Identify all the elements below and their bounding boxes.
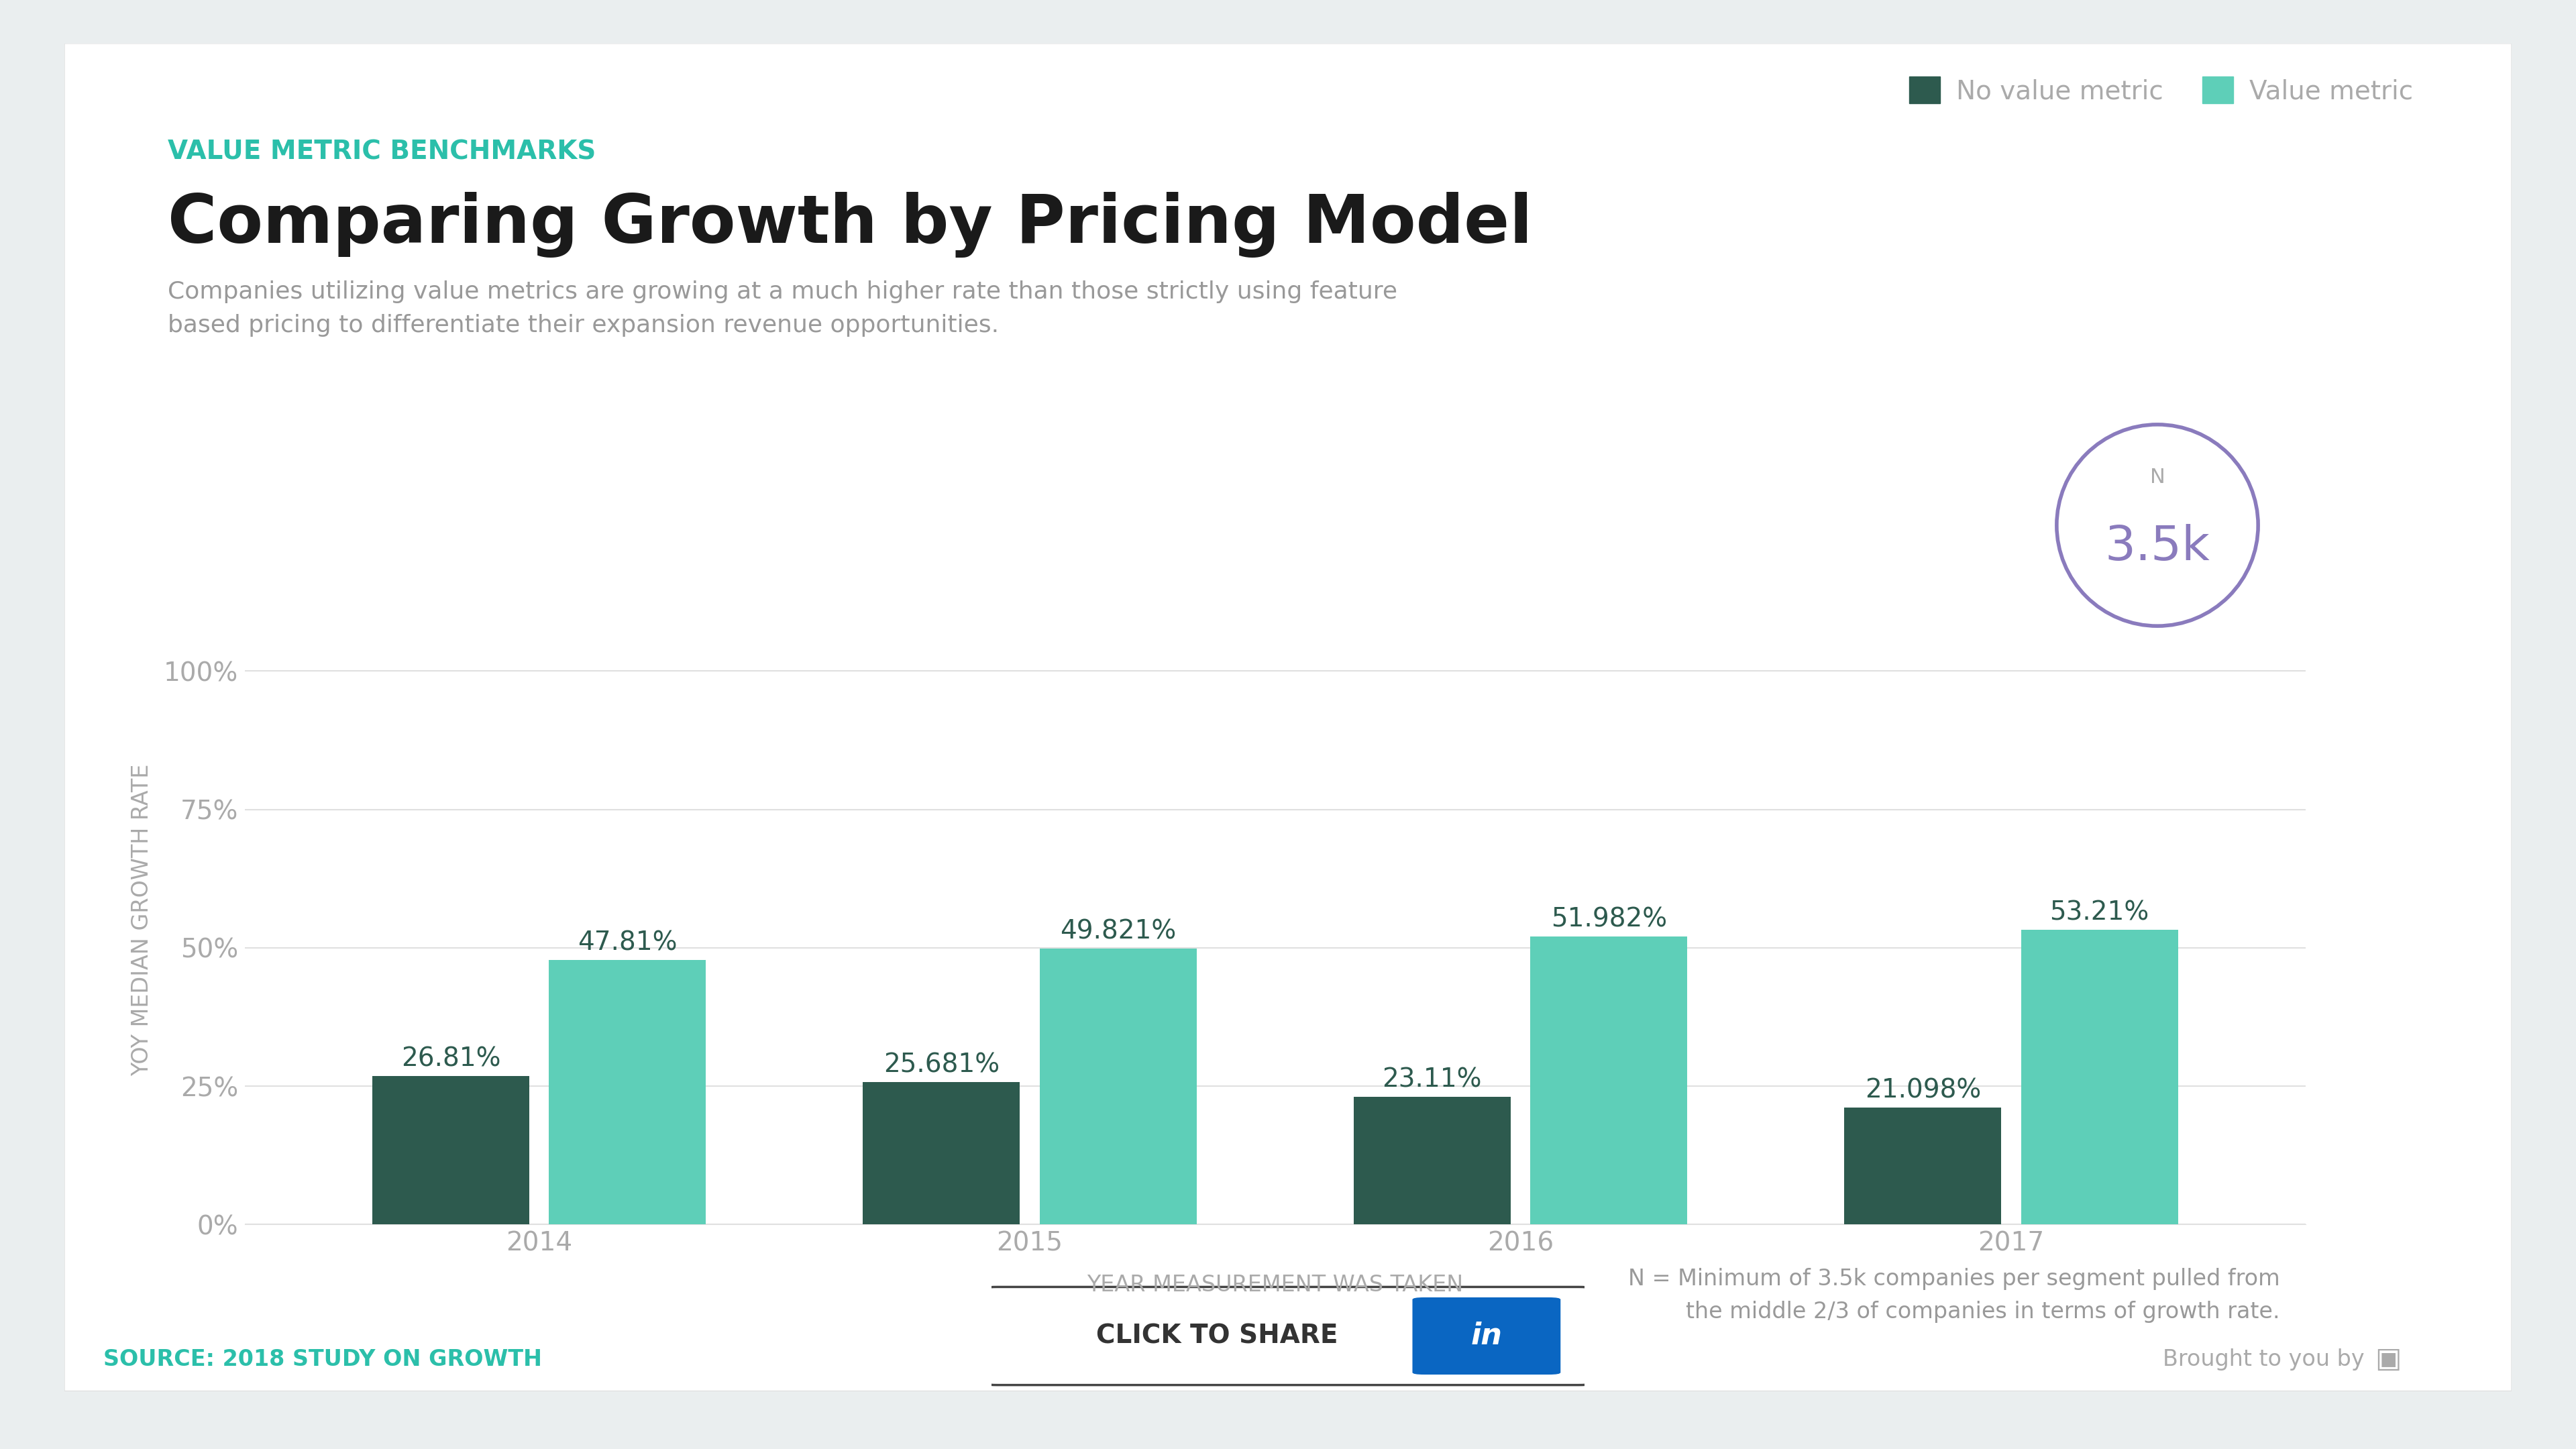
Text: YEAR MEASUREMENT WAS TAKEN: YEAR MEASUREMENT WAS TAKEN — [1087, 1274, 1463, 1297]
Text: Companies utilizing value metrics are growing at a much higher rate than those s: Companies utilizing value metrics are gr… — [167, 281, 1396, 336]
Bar — [374, 1077, 528, 1224]
Text: SOURCE: 2018 STUDY ON GROWTH: SOURCE: 2018 STUDY ON GROWTH — [103, 1348, 541, 1371]
Text: Comparing Growth by Pricing Model: Comparing Growth by Pricing Model — [167, 191, 1533, 258]
Text: 49.821%: 49.821% — [1059, 919, 1177, 945]
FancyBboxPatch shape — [979, 1287, 1597, 1385]
FancyBboxPatch shape — [64, 43, 2512, 1391]
Bar — [1352, 1097, 1510, 1224]
Bar — [1844, 1107, 2002, 1224]
Bar — [1041, 949, 1198, 1224]
Bar — [2022, 930, 2177, 1224]
Text: 21.098%: 21.098% — [1865, 1078, 1981, 1103]
Text: ▣: ▣ — [2375, 1345, 2401, 1374]
Text: 25.681%: 25.681% — [884, 1052, 999, 1078]
Text: in: in — [1471, 1321, 1502, 1350]
Text: Brought to you by: Brought to you by — [2164, 1348, 2365, 1371]
FancyBboxPatch shape — [1412, 1297, 1561, 1375]
Bar — [1530, 938, 1687, 1224]
Text: VALUE METRIC BENCHMARKS: VALUE METRIC BENCHMARKS — [167, 139, 595, 165]
Text: N: N — [2151, 468, 2164, 487]
Text: 51.982%: 51.982% — [1551, 907, 1667, 932]
Circle shape — [2056, 425, 2259, 626]
Bar — [549, 959, 706, 1224]
Text: 26.81%: 26.81% — [402, 1046, 500, 1072]
Text: 53.21%: 53.21% — [2050, 900, 2148, 926]
Text: 47.81%: 47.81% — [577, 930, 677, 955]
Bar — [863, 1082, 1020, 1224]
Text: N = Minimum of 3.5k companies per segment pulled from
the middle 2/3 of companie: N = Minimum of 3.5k companies per segmen… — [1628, 1268, 2280, 1323]
Text: YOY MEDIAN GROWTH RATE: YOY MEDIAN GROWTH RATE — [131, 764, 152, 1077]
Legend: No value metric, Value metric: No value metric, Value metric — [1909, 77, 2414, 104]
Text: 3.5k: 3.5k — [2105, 525, 2210, 571]
Text: 23.11%: 23.11% — [1383, 1066, 1481, 1093]
Text: CLICK TO SHARE: CLICK TO SHARE — [1095, 1323, 1337, 1349]
